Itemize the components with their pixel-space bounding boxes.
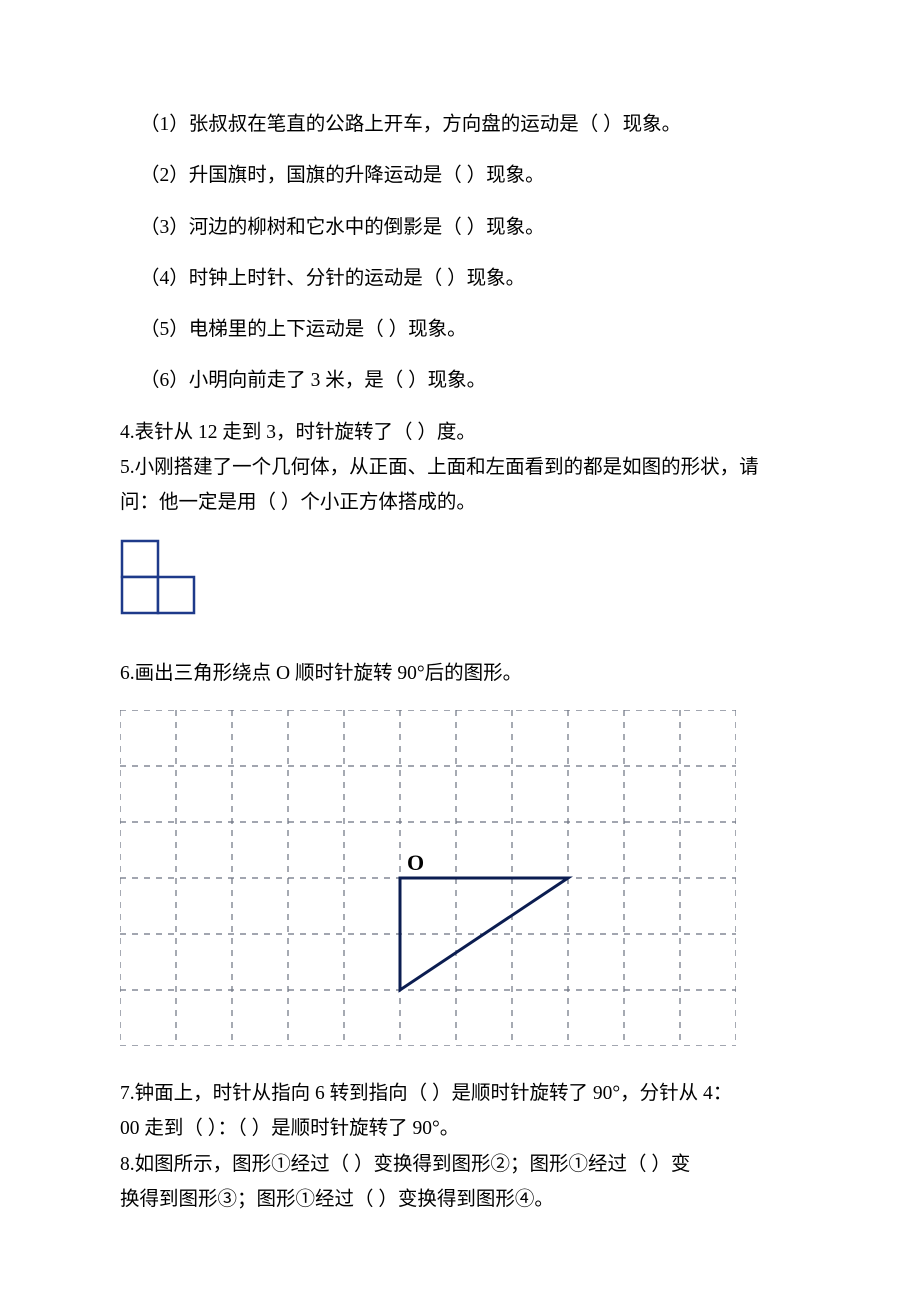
q6-text: 6.画出三角形绕点 O 顺时针旋转 90°后的图形。	[120, 663, 522, 684]
q7-text-1: 7.钟面上，时针从指向 6 转到指向（ ）是顺时针旋转了 90°，分针从 4：	[120, 1083, 732, 1104]
q8-text-1: 8.如图所示，图形①经过（ ）变换得到图形②；图形①经过（ ）变	[120, 1154, 690, 1175]
q3-item-4: （4）时钟上时针、分针的运动是（ ）现象。	[120, 264, 820, 293]
q5-line2: 问：他一定是用（ ）个小正方体搭成的。	[120, 488, 820, 517]
svg-text:O: O	[407, 850, 424, 875]
q5-line1: 5.小刚搭建了一个几何体，从正面、上面和左面看到的都是如图的形状，请	[120, 453, 820, 482]
q3-item-6: （6）小明向前走了 3 米，是（ ）现象。	[120, 366, 820, 395]
q7-line1: 7.钟面上，时针从指向 6 转到指向（ ）是顺时针旋转了 90°，分针从 4：	[120, 1079, 820, 1108]
l-shape-icon	[120, 539, 198, 617]
q8-text-2: 换得到图形③；图形①经过（ ）变换得到图形④。	[120, 1189, 554, 1210]
q3-item-2: （2）升国旗时，国旗的升降运动是（ ）现象。	[120, 161, 820, 190]
figure-grid-triangle: O	[120, 710, 820, 1055]
q3-text-6: （6）小明向前走了 3 米，是（ ）现象。	[140, 370, 486, 391]
q6: 6.画出三角形绕点 O 顺时针旋转 90°后的图形。	[120, 659, 820, 688]
q7-text-2: 00 走到（ ）：（ ）是顺时针旋转了 90°。	[120, 1118, 459, 1139]
q5-text-1: 5.小刚搭建了一个几何体，从正面、上面和左面看到的都是如图的形状，请	[120, 457, 759, 478]
grid-diagram: O	[120, 710, 736, 1046]
worksheet-page: （1）张叔叔在笔直的公路上开车，方向盘的运动是（ ）现象。 （2）升国旗时，国旗…	[0, 0, 920, 1302]
q3-text-1: （1）张叔叔在笔直的公路上开车，方向盘的运动是（ ）现象。	[140, 114, 681, 135]
q3-item-3: （3）河边的柳树和它水中的倒影是（ ）现象。	[120, 213, 820, 242]
q4-text: 4.表针从 12 走到 3，时针旋转了（ ）度。	[120, 422, 476, 443]
q8-line1: 8.如图所示，图形①经过（ ）变换得到图形②；图形①经过（ ）变	[120, 1150, 820, 1179]
q3-item-1: （1）张叔叔在笔直的公路上开车，方向盘的运动是（ ）现象。	[120, 110, 820, 139]
q3-text-5: （5）电梯里的上下运动是（ ）现象。	[140, 319, 467, 340]
q3-item-5: （5）电梯里的上下运动是（ ）现象。	[120, 315, 820, 344]
q3-text-2: （2）升国旗时，国旗的升降运动是（ ）现象。	[140, 165, 545, 186]
q4: 4.表针从 12 走到 3，时针旋转了（ ）度。	[120, 418, 820, 447]
q8-line2: 换得到图形③；图形①经过（ ）变换得到图形④。	[120, 1185, 820, 1214]
q3-text-3: （3）河边的柳树和它水中的倒影是（ ）现象。	[140, 217, 545, 238]
q3-text-4: （4）时钟上时针、分针的运动是（ ）现象。	[140, 268, 525, 289]
figure-l-shape	[120, 539, 820, 626]
q5-text-2: 问：他一定是用（ ）个小正方体搭成的。	[120, 492, 476, 513]
q7-line2: 00 走到（ ）：（ ）是顺时针旋转了 90°。	[120, 1114, 820, 1143]
